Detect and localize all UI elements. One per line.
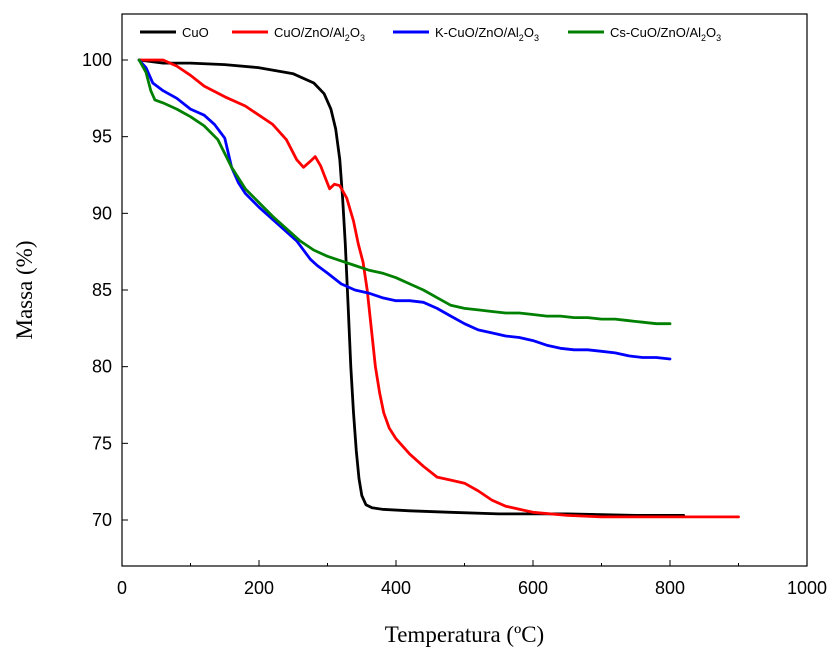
series-line-1 xyxy=(137,58,740,519)
legend-label-1: CuO/ZnO/Al2O3 xyxy=(274,25,365,43)
legend-label-0: CuO xyxy=(182,25,209,40)
y-axis-label: Massa (%) xyxy=(12,241,37,340)
y-tick-label: 90 xyxy=(92,203,112,223)
x-tick-label: 400 xyxy=(381,578,411,598)
x-tick-label: 800 xyxy=(655,578,685,598)
legend: CuO CuO/ZnO/Al2O3 K-CuO/ZnO/Al2O3 Cs-CuO/Zn… xyxy=(140,25,721,43)
y-tick-label: 95 xyxy=(92,127,112,147)
x-axis-label: Temperatura (ºC) xyxy=(385,622,544,647)
y-tick-label: 85 xyxy=(92,280,112,300)
legend-label-2: K-CuO/ZnO/Al2O3 xyxy=(435,25,539,43)
x-tick-label: 0 xyxy=(117,578,127,598)
series-line-2 xyxy=(137,58,672,361)
series-line-0 xyxy=(137,58,686,517)
legend-label-3: Cs-CuO/ZnO/Al2O3 xyxy=(610,25,721,43)
axis-ticks: 0 200 400 600 800 1000 70 75 80 85 90 95 100 xyxy=(82,50,827,598)
x-tick-label: 600 xyxy=(518,578,548,598)
y-tick-label: 70 xyxy=(92,510,112,530)
series-line-3 xyxy=(137,58,672,326)
x-tick-label: 1000 xyxy=(787,578,827,598)
y-tick-label: 75 xyxy=(92,433,112,453)
y-tick-label: 80 xyxy=(92,357,112,377)
y-tick-label: 100 xyxy=(82,50,112,70)
x-tick-label: 200 xyxy=(244,578,274,598)
series-group xyxy=(137,58,740,519)
